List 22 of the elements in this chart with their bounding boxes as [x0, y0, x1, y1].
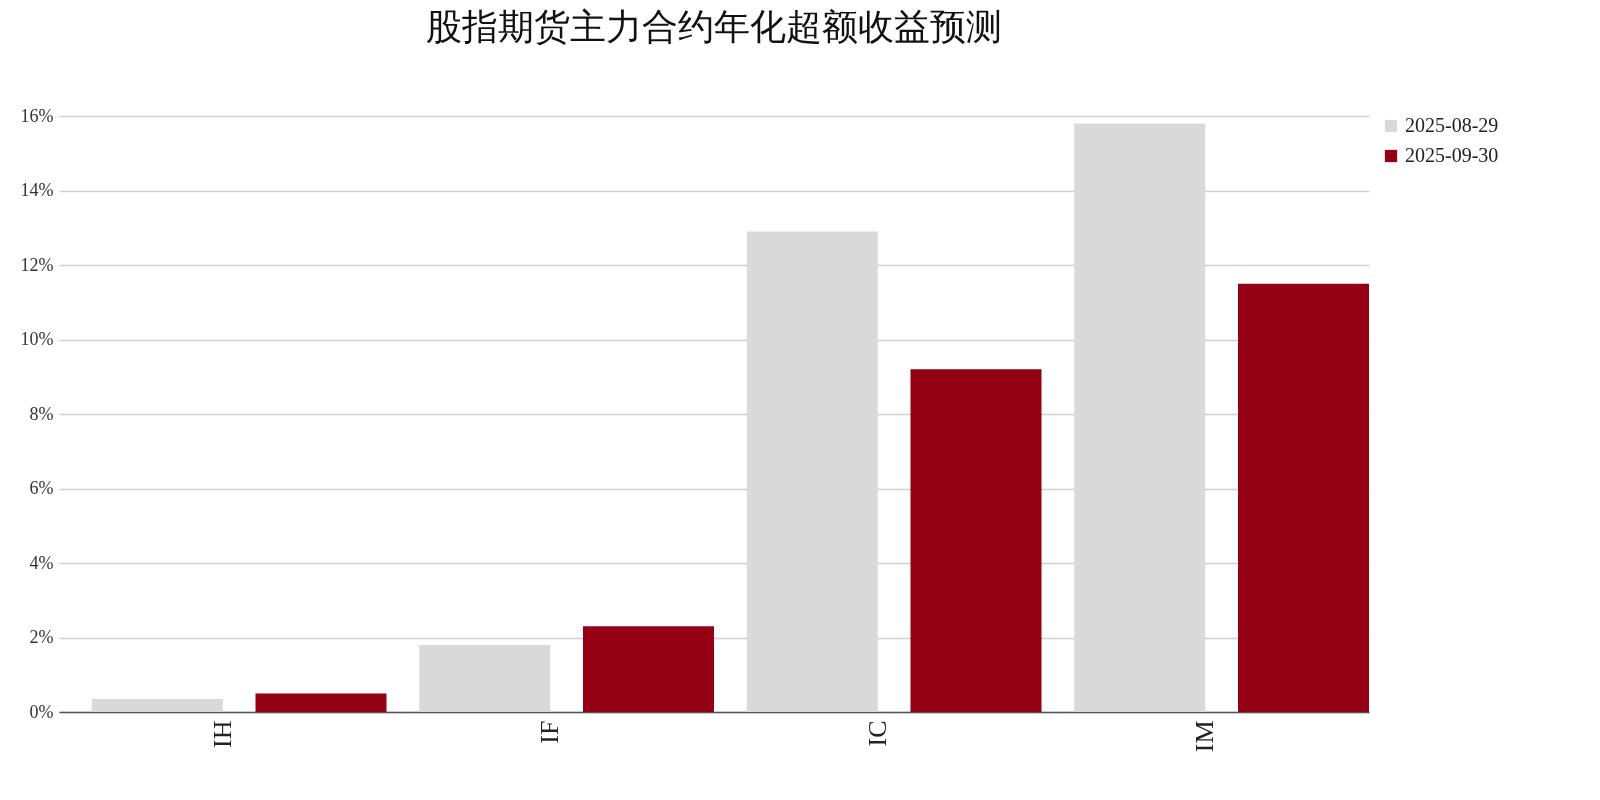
bar	[255, 693, 387, 712]
bar	[1238, 283, 1369, 712]
y-tick-label: 8%	[29, 403, 54, 424]
x-tick-label: IC	[862, 720, 892, 747]
y-tick-label: 10%	[20, 329, 54, 349]
legend-label: 2025-09-30	[1405, 144, 1499, 166]
y-tick-label: 14%	[20, 180, 54, 200]
y-tick-label: 2%	[29, 627, 54, 647]
y-tick-label: 0%	[29, 701, 54, 722]
chart-title: 股指期货主力合约年化超额收益预测	[426, 7, 1002, 47]
y-tick-label: 6%	[29, 478, 54, 498]
x-tick-label: IM	[1190, 720, 1220, 753]
y-tick-label: 12%	[20, 254, 54, 275]
bar	[419, 644, 551, 712]
x-tick-label: IF	[535, 720, 565, 744]
y-tick-label: 4%	[29, 552, 54, 573]
bar	[583, 626, 714, 712]
x-tick-label: IH	[207, 720, 237, 748]
y-tick-label: 16%	[20, 105, 54, 126]
legend-label: 2025-08-29	[1405, 114, 1499, 136]
bar	[91, 698, 223, 712]
bar	[910, 369, 1042, 712]
